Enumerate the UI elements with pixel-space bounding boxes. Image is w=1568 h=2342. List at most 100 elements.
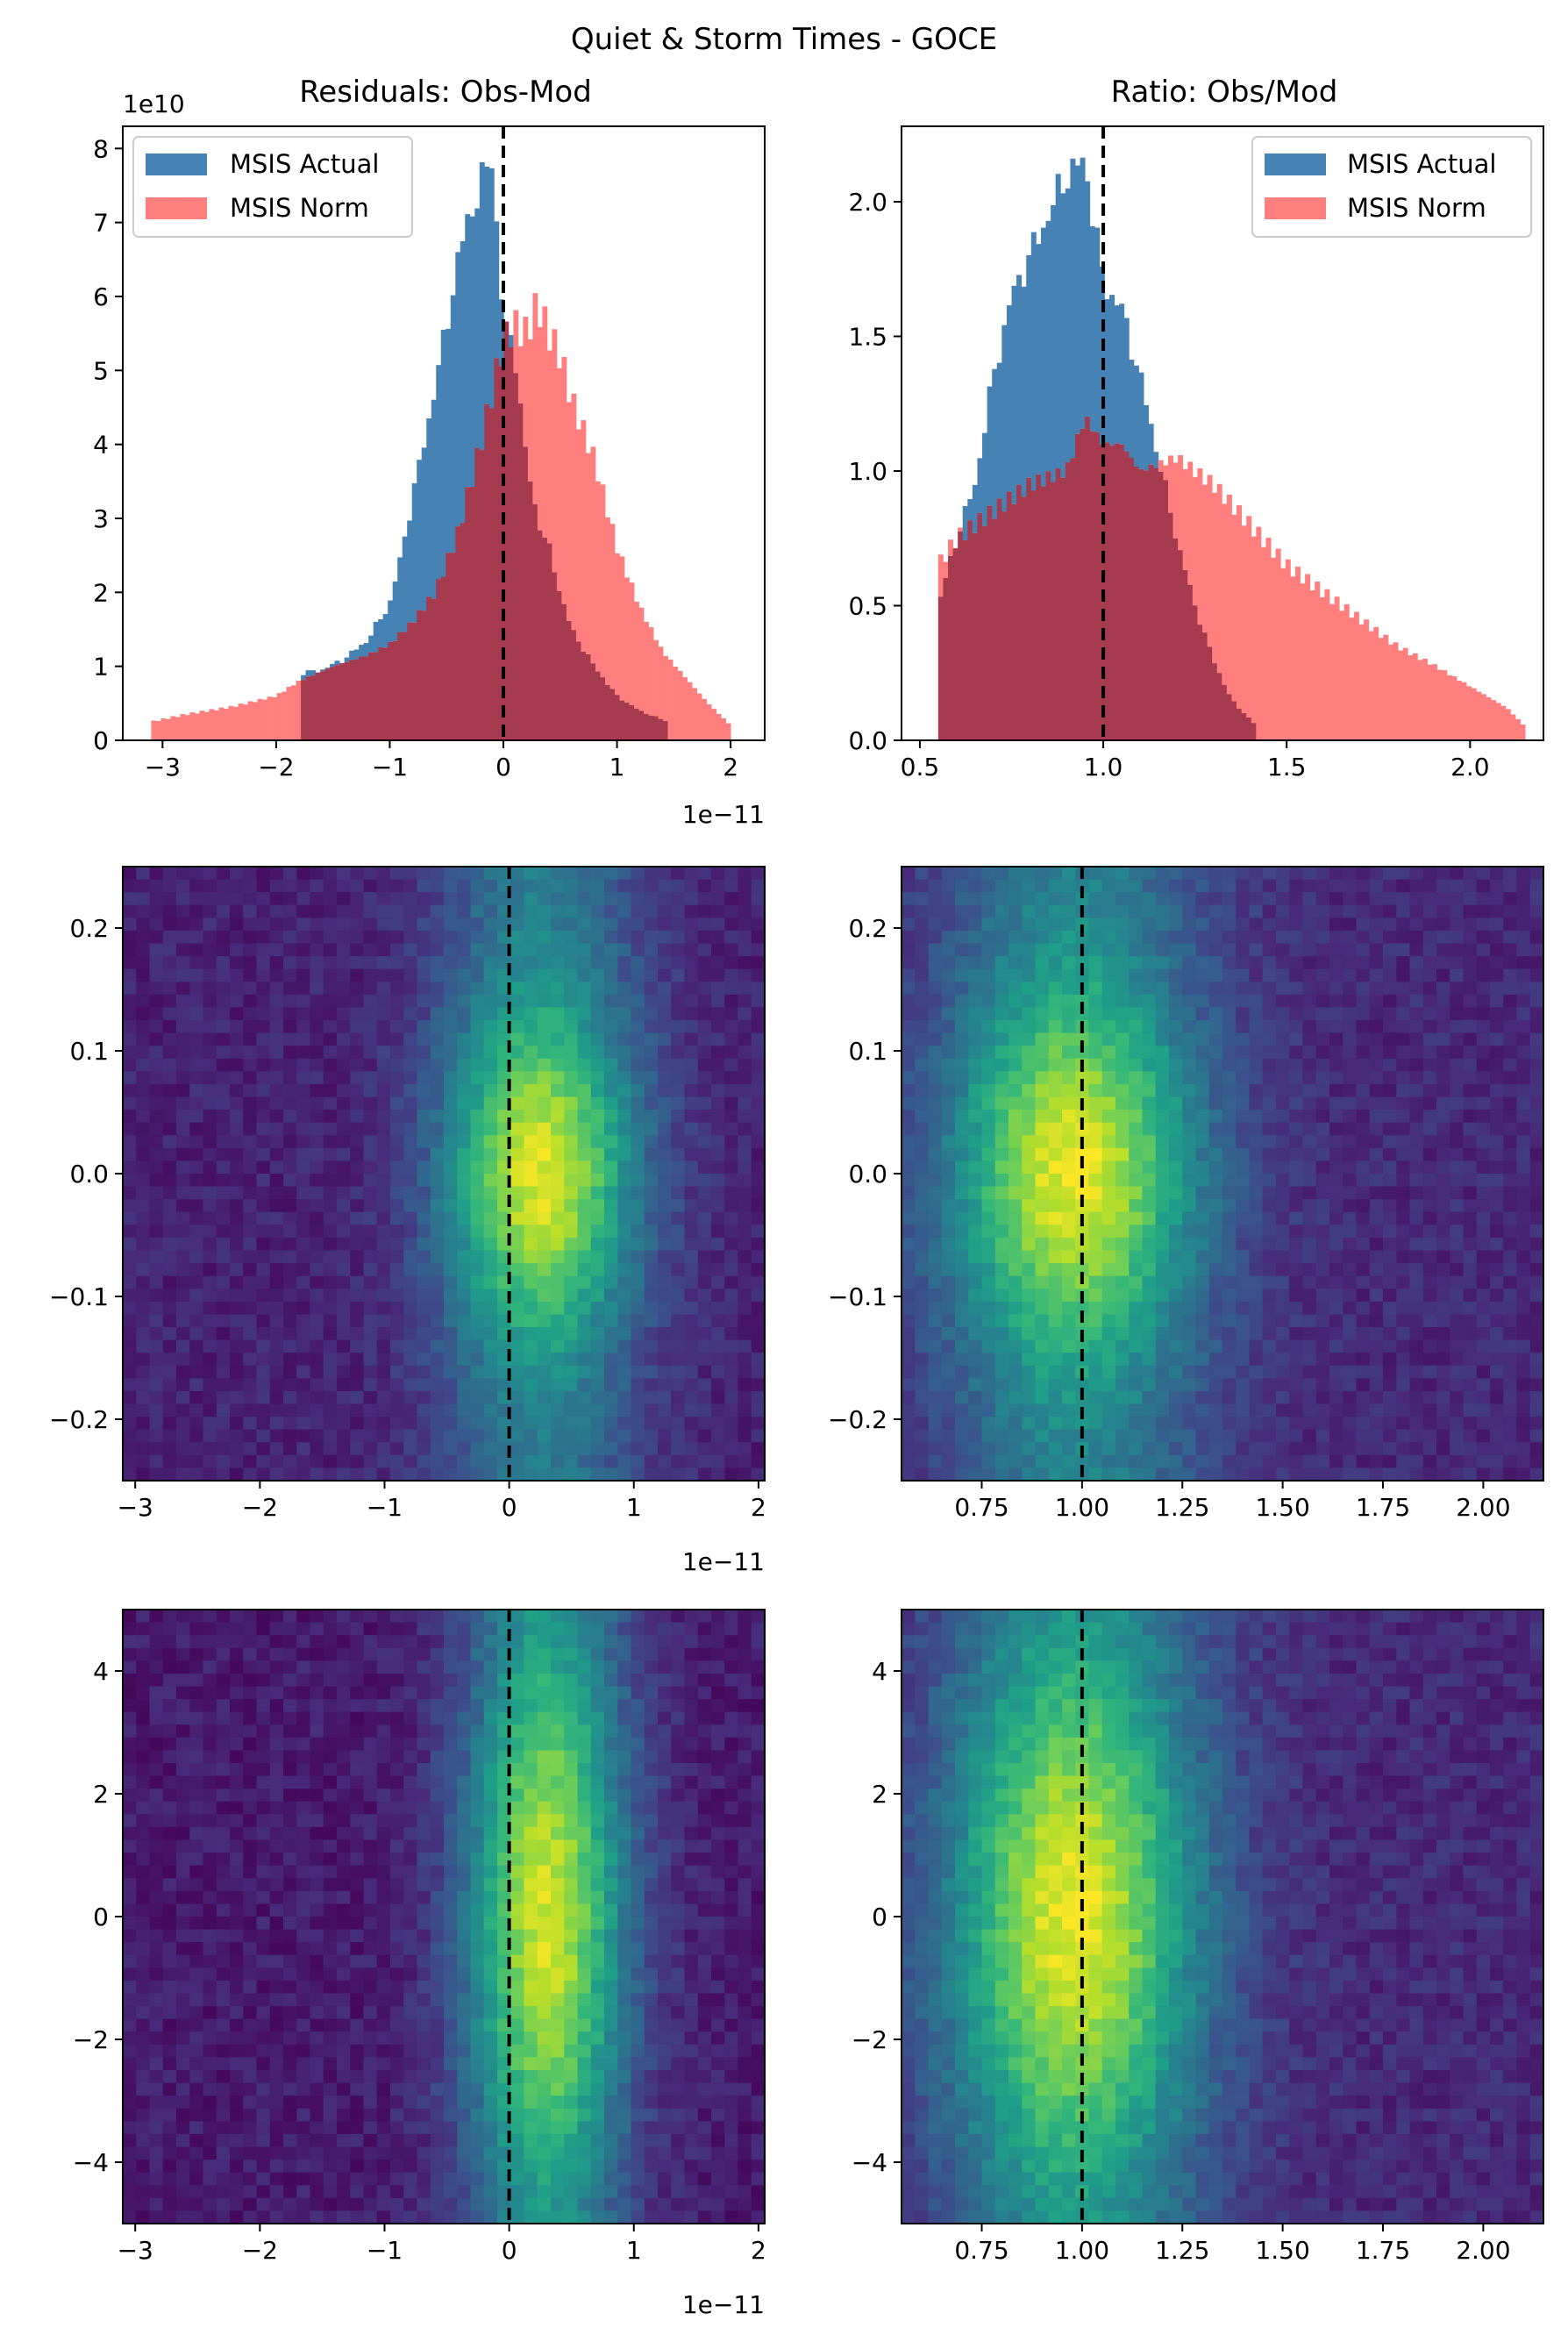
- ratio-heatmap-middle-cell: [1249, 1442, 1264, 1456]
- residuals-heatmap-middle-cell: [283, 1237, 297, 1252]
- residuals-heatmap-middle-cell: [256, 1417, 271, 1431]
- residuals-heatmap-middle-cell: [230, 1237, 244, 1252]
- residuals-heatmap-middle-cell: [564, 943, 579, 957]
- residuals-heatmap-middle-cell: [283, 1032, 297, 1046]
- residuals-heatmap-middle-cell: [337, 1339, 351, 1353]
- ratio-heatmap-middle-cell: [1276, 1429, 1290, 1443]
- residuals-heatmap-middle-cell: [390, 1174, 404, 1188]
- ratio-heatmap-middle-cell: [1396, 1122, 1411, 1136]
- ratio-heatmap-middle-cell: [1208, 1174, 1223, 1188]
- residuals-heatmap-middle-cell: [162, 1390, 177, 1405]
- residuals-hist-bar-overlap: [629, 704, 635, 740]
- ratio-heatmap-middle-cell: [1155, 994, 1170, 1009]
- residuals-heatmap-middle-cell: [269, 1314, 284, 1328]
- ratio-heatmap-middle-cell: [1369, 930, 1384, 945]
- panel-residuals-histogram: Residuals: Obs-Mod 1e10 1e−11 −3 −2 −1 0 1 20…: [93, 75, 766, 829]
- residuals-hist-bar-actual: [320, 669, 326, 672]
- residuals-heatmap-middle-cell: [390, 1365, 404, 1379]
- residuals-heatmap-middle-cell: [617, 1378, 632, 1392]
- ratio-heatmap-middle-cell: [1129, 1378, 1144, 1392]
- ratio-heatmap-middle-cell: [1208, 1046, 1223, 1060]
- residuals-heatmap-middle-cell: [162, 1250, 177, 1264]
- ratio-heatmap-middle-cell: [1516, 867, 1531, 881]
- ratio-heatmap-middle-cell: [955, 1289, 969, 1303]
- ratio-heatmap-middle-cell: [1088, 1429, 1103, 1443]
- ratio-heatmap-middle-cell: [1422, 1071, 1437, 1085]
- residuals-heatmap-middle-cell: [537, 879, 552, 893]
- residuals-heatmap-middle-cell: [444, 1174, 458, 1188]
- ratio-heatmap-middle-cell: [1009, 892, 1023, 906]
- residuals-heatmap-middle-cell: [470, 1225, 485, 1239]
- residuals-heatmap-middle-cell: [590, 1186, 605, 1200]
- ratio-heatmap-middle-cell: [1315, 994, 1330, 1009]
- residuals-heatmap-middle-cell: [644, 892, 659, 906]
- residuals-hist-bar-overlap: [575, 641, 581, 740]
- residuals-heatmap-middle-cell: [671, 994, 686, 1009]
- residuals-heatmap-middle-cell: [711, 1083, 725, 1098]
- residuals-heatmap-middle-cell: [337, 1301, 351, 1316]
- residuals-heatmap-middle-cell: [617, 1174, 632, 1188]
- residuals-heatmap-middle-cell: [658, 1174, 672, 1188]
- ratio-heatmap-middle-cell: [915, 1378, 930, 1392]
- residuals-heatmap-middle-cell: [230, 1429, 244, 1443]
- residuals-heatmap-middle-cell: [697, 1289, 712, 1303]
- residuals-heatmap-middle-cell: [189, 1403, 204, 1417]
- ratio-heatmap-middle-cell: [1276, 1365, 1290, 1379]
- ratio-hist-bar-actual: [1094, 227, 1101, 432]
- ratio-heatmap-middle-cell: [1155, 1147, 1170, 1162]
- residuals-heatmap-middle-cell: [176, 867, 190, 881]
- residuals-heatmap-middle-cell: [671, 1250, 686, 1264]
- ratio-heatmap-middle-cell: [1182, 1417, 1197, 1431]
- ratio-heatmap-middle-cell: [1129, 1096, 1144, 1110]
- ratio-heatmap-middle-cell: [1009, 879, 1023, 893]
- ratio-heatmap-middle-cell: [1450, 1032, 1465, 1046]
- ratio-heatmap-middle-cell: [1476, 1263, 1491, 1277]
- ratio-heatmap-middle-cell: [1182, 1353, 1197, 1367]
- residuals-heatmap-middle-cell: [604, 982, 618, 996]
- ratio-heatmap-middle-cell: [915, 1289, 930, 1303]
- ratio-heatmap-middle-cell: [1383, 1160, 1397, 1175]
- ratio-heatmap-middle-cell: [981, 892, 996, 906]
- ratio-heatmap-middle-cell: [902, 956, 916, 970]
- ratio-heatmap-middle-cell: [1302, 1160, 1317, 1175]
- residuals-heatmap-middle-cell: [269, 1289, 284, 1303]
- residuals-heatmap-middle-cell: [671, 1007, 686, 1021]
- ratio-heatmap-middle-cell: [1356, 1174, 1371, 1188]
- residuals-heatmap-middle-cell: [604, 1250, 618, 1264]
- ratio-heatmap-middle-cell: [994, 918, 1009, 932]
- residuals-heatmap-middle-cell: [189, 1071, 204, 1085]
- ratio-heatmap-middle-cell: [1062, 1211, 1076, 1225]
- residuals-heatmap-middle-cell: [524, 1174, 538, 1188]
- residuals-heatmap-middle-cell: [524, 1096, 538, 1110]
- ratio-heatmap-middle-cell: [1169, 956, 1183, 970]
- residuals-heatmap-middle-cell: [296, 1122, 311, 1136]
- residuals-heatmap-middle-cell: [310, 1442, 324, 1456]
- residuals-heatmap-middle-cell: [243, 1110, 258, 1124]
- ratio-hist-bar-overlap: [1016, 484, 1023, 740]
- residuals-heatmap-middle-cell: [350, 904, 365, 918]
- ratio-heatmap-middle-cell: [1356, 956, 1371, 970]
- residuals-heatmap-middle-cell: [390, 1417, 404, 1431]
- ratio-heatmap-middle-cell: [1476, 1301, 1491, 1316]
- ratio-heatmap-middle-cell: [1329, 1275, 1343, 1289]
- ratio-heatmap-middle-cell: [902, 1199, 916, 1213]
- residuals-heatmap-middle-cell: [323, 918, 338, 932]
- residuals-heatmap-middle-cell: [376, 1289, 391, 1303]
- residuals-heatmap-middle-cell: [203, 1301, 217, 1316]
- residuals-heatmap-middle-cell: [363, 1467, 378, 1482]
- residuals-heatmap-middle-cell: [376, 930, 391, 945]
- residuals-heatmap-middle-cell: [350, 867, 365, 881]
- ratio-heatmap-middle-cell: [1222, 1199, 1237, 1213]
- ratio-heatmap-middle-cell: [955, 1032, 969, 1046]
- ratio-heatmap-middle-cell: [1101, 1250, 1116, 1264]
- ratio-hist-bar-norm: [1294, 567, 1301, 740]
- residuals-hist-bar-overlap: [392, 640, 398, 740]
- residuals-heatmap-middle-cell: [551, 943, 565, 957]
- residuals-heatmap-middle-cell: [738, 930, 752, 945]
- residuals-heatmap-middle-cell: [189, 1110, 204, 1124]
- residuals-heatmap-middle-cell: [564, 1071, 579, 1085]
- residuals-heatmap-middle-cell: [243, 1429, 258, 1443]
- residuals-hist-bar-actual: [397, 557, 403, 632]
- residuals-heatmap-middle-cell: [310, 1110, 324, 1124]
- residuals-heatmap-middle-cell: [470, 1454, 485, 1469]
